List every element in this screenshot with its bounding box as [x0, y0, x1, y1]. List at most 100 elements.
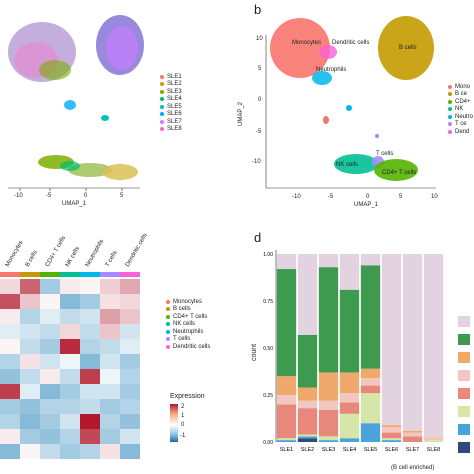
axis-b-xtick-2: 0	[366, 194, 370, 200]
legend-a-item: SLE4	[160, 96, 182, 104]
legend-b-swatch	[448, 122, 452, 127]
bar-segment	[318, 267, 339, 373]
bar-category-label: SLE5	[364, 447, 377, 453]
heatmap-column-label: Dendritic cells	[124, 232, 149, 268]
legend-a-item: SLE6	[160, 111, 182, 119]
legend-b-label: T ce	[455, 121, 467, 128]
legend-b-item: Dend	[448, 128, 474, 136]
heatmap-cell	[20, 444, 41, 459]
bar-segment	[339, 393, 360, 403]
heatmap-cell	[60, 324, 81, 340]
panel-b-umap-plot	[265, 16, 436, 189]
legend-a-label: SLE4	[167, 96, 182, 103]
legend-a-item: SLE2	[160, 81, 182, 89]
heatmap-cell	[80, 324, 101, 340]
legend-c-swatch	[166, 307, 170, 312]
colorbar-tick-1: 1	[181, 413, 185, 419]
legend-a-label: SLE2	[167, 81, 182, 88]
bar-segment	[276, 404, 297, 439]
legend-b: Mono B ce CD4+ NK Neutro T ce Dend	[448, 83, 474, 136]
heatmap-cell	[100, 354, 121, 370]
legend-b-item: CD4+	[448, 98, 474, 106]
bar-segment	[381, 440, 402, 442]
heatmap-cell	[120, 339, 140, 355]
legend-c-label: B cells	[173, 306, 191, 313]
legend-c-item: B cells	[166, 306, 210, 314]
bar-segment	[297, 434, 318, 437]
legend-d-swatch	[458, 424, 470, 435]
legend-a-swatch	[160, 127, 164, 132]
heatmap-cell	[100, 324, 121, 340]
legend-c-swatch	[166, 314, 170, 319]
legend-c-swatch	[166, 329, 170, 334]
heatmap-cell	[60, 399, 81, 415]
panel-b: b Monocytes Dendritic cells B cells Neut…	[236, 0, 474, 232]
legend-d-swatch	[458, 352, 470, 363]
axis-b-xtick-1: -5	[328, 194, 334, 200]
heatmap-cell	[100, 444, 121, 459]
bar-segment	[381, 425, 402, 427]
bar-segment	[339, 254, 360, 290]
heatmap-cell	[60, 309, 81, 325]
bar-y-tick-label: 0.75	[263, 299, 273, 305]
heatmap-cell	[120, 429, 140, 445]
heatmap-cell	[0, 309, 21, 325]
legend-b-swatch	[448, 84, 452, 89]
bar-category-label: SLE4	[343, 447, 356, 453]
axis-b-ylabel: UMAP_2	[238, 101, 244, 126]
legend-a-swatch	[160, 89, 164, 94]
bar-segment	[402, 436, 423, 442]
heatmap-color-strip	[0, 272, 140, 277]
legend-b-item: B ce	[448, 91, 474, 99]
heatmap-cell	[20, 414, 41, 430]
bar-segment	[339, 413, 360, 439]
legend-a-item: SLE8	[160, 126, 182, 134]
heatmap-cell	[40, 414, 61, 430]
axis-b-xtick-0: -10	[292, 194, 301, 200]
heatmap-cell	[20, 384, 41, 400]
colorbar-tick-2: 0	[181, 422, 185, 428]
legend-c-label: NK cells	[173, 321, 196, 328]
legend-c-swatch	[166, 322, 170, 327]
axis-a-tick-label-1: -5	[46, 193, 52, 199]
heatmap-cell	[20, 339, 41, 355]
bar-segment	[402, 432, 423, 437]
bar-category-label: SLE2	[301, 447, 314, 453]
legend-a-label: SLE3	[167, 88, 182, 95]
heatmap-cell	[120, 414, 140, 430]
legend-a-swatch	[160, 104, 164, 109]
cluster-b-small-3	[375, 134, 379, 138]
bar-segment	[318, 440, 339, 442]
bar-segment	[360, 423, 381, 442]
legend-a-label: SLE7	[167, 118, 182, 125]
legend-a-item: SLE3	[160, 88, 182, 96]
heatmap-cell	[120, 399, 140, 415]
heatmap-cell	[100, 294, 121, 310]
bar-y-tick-label: 0.50	[263, 346, 273, 352]
heatmap-cell	[120, 384, 140, 400]
label-dendritic: Dendritic cells	[332, 40, 370, 46]
legend-a-swatch	[160, 112, 164, 117]
heatmap-cell	[80, 429, 101, 445]
heatmap-cell	[0, 279, 21, 295]
bar-segment	[297, 254, 318, 335]
legend-b-label: Mono	[455, 83, 471, 90]
legend-a-swatch	[160, 119, 164, 124]
legend-a-swatch	[160, 74, 164, 79]
cluster-b-small-1	[323, 116, 329, 124]
cluster-a-top-left-green	[39, 60, 71, 80]
bar-segment	[360, 254, 381, 266]
heatmap-cell	[20, 294, 41, 310]
heatmap-column-color	[100, 272, 120, 277]
legend-c-label: Dendritic cells	[173, 343, 211, 350]
legend-b-label: NK	[455, 106, 464, 113]
legend-b-label: Neutro	[455, 113, 474, 120]
panel-d-tag: d	[254, 230, 262, 245]
bar-segment	[339, 289, 360, 373]
axis-b-ytick-2: 0	[258, 97, 262, 103]
heatmap-cell	[100, 399, 121, 415]
bar-segment	[297, 400, 318, 409]
legend-a-item: SLE7	[160, 118, 182, 126]
heatmap-column-label: Neutrophils	[84, 238, 106, 268]
heatmap-cell	[40, 369, 61, 385]
